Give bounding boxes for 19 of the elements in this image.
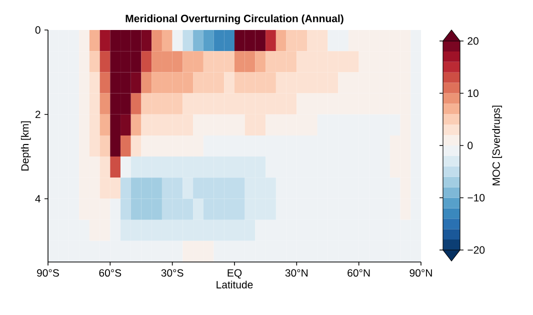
color-bar-label: −10 bbox=[468, 194, 485, 202]
x-axis-title: Latitude bbox=[216, 280, 253, 288]
y-tick-label: 4 bbox=[35, 195, 40, 202]
x-tick-label: 90°N bbox=[410, 269, 432, 277]
x-tick-label: EQ bbox=[228, 269, 242, 279]
color-bar-label: 10 bbox=[468, 90, 478, 97]
x-tick-label: 60°S bbox=[99, 269, 122, 277]
x-tick-label: 60°N bbox=[348, 269, 370, 277]
y-axis-title: Depth [km] bbox=[20, 121, 31, 171]
x-tick-label: 90°S bbox=[37, 269, 59, 277]
color-bar-label: 0 bbox=[468, 142, 473, 150]
chart-title: Meridional Overturning Circulation (Annual) bbox=[126, 14, 344, 24]
color-bar-label: 20 bbox=[468, 37, 478, 45]
y-tick-label: 2 bbox=[35, 110, 40, 118]
y-tick-label: 0 bbox=[35, 26, 40, 34]
x-tick-label: 30°S bbox=[161, 269, 184, 277]
color-bar-label: −20 bbox=[468, 246, 485, 254]
color-bar-title: MOC [Sverdrups] bbox=[492, 106, 502, 186]
x-tick-label: 30°N bbox=[285, 269, 308, 277]
